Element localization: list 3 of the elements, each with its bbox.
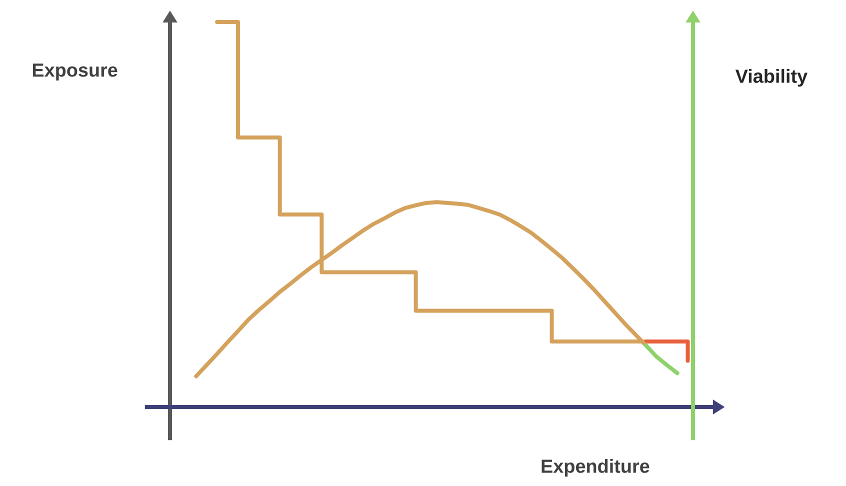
x-axis-title: Expenditure (542, 459, 650, 477)
y2-axis-title: Viability (735, 69, 808, 87)
y-axis-title: Exposure (32, 64, 118, 81)
